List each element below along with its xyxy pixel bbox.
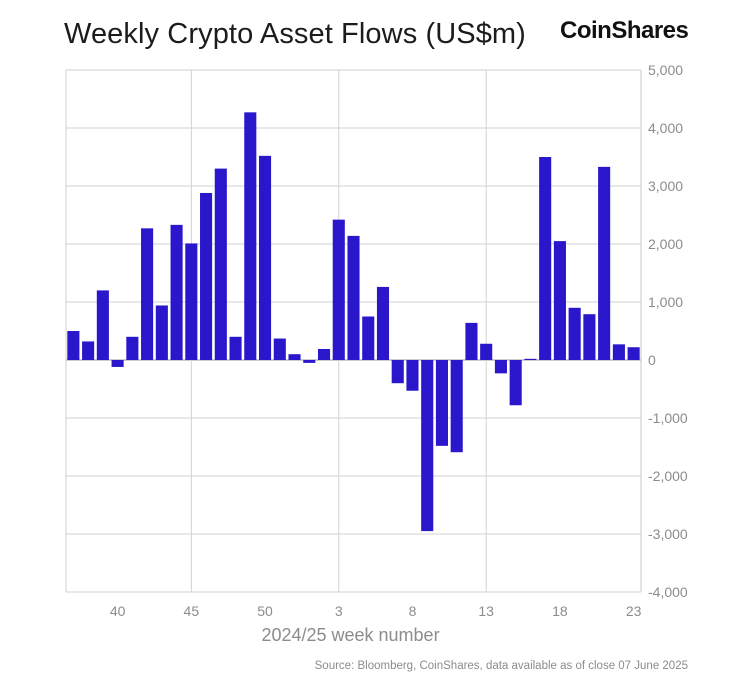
bar	[612, 344, 625, 360]
bar	[347, 235, 360, 360]
bar	[258, 155, 272, 360]
bar	[539, 157, 552, 360]
chart-title: Weekly Crypto Asset Flows (US$m)	[64, 18, 526, 50]
bar	[391, 360, 404, 384]
bar	[450, 360, 463, 453]
bar	[200, 192, 213, 360]
x-tick-label: 50	[257, 603, 273, 619]
bar	[524, 358, 537, 360]
bar	[185, 243, 198, 360]
bar-layer	[67, 112, 640, 532]
bar	[509, 360, 522, 406]
bar	[553, 241, 566, 360]
bar	[82, 341, 95, 360]
x-tick-label: 40	[110, 603, 126, 619]
y-tick-label: -1,000	[648, 410, 688, 426]
x-axis-ticks: 40 45 50 3 8 13 18 23	[110, 603, 642, 619]
bar	[317, 348, 331, 360]
bar	[303, 360, 316, 363]
bar	[170, 224, 183, 360]
bar	[568, 307, 581, 360]
y-tick-label: 2,000	[648, 236, 683, 252]
bar	[96, 290, 109, 360]
x-axis-label: 2024/25 week number	[261, 625, 439, 645]
x-tick-label: 45	[184, 603, 200, 619]
bar	[229, 336, 242, 360]
x-tick-label: 23	[626, 603, 642, 619]
bar	[421, 360, 434, 532]
bar	[465, 322, 478, 360]
bar	[435, 360, 449, 446]
bar	[376, 286, 390, 360]
bar	[67, 331, 80, 360]
bar	[480, 343, 493, 360]
y-tick-label: -4,000	[648, 584, 688, 600]
coinshares-logo: CoinShares	[560, 17, 689, 44]
bar	[111, 360, 124, 367]
source-note: Source: Bloomberg, CoinShares, data avai…	[314, 660, 688, 672]
bar	[627, 347, 640, 360]
x-tick-label: 3	[335, 603, 343, 619]
bar	[332, 219, 345, 360]
bar	[273, 338, 286, 360]
y-tick-label: -3,000	[648, 526, 688, 542]
bar	[155, 305, 168, 360]
bar	[141, 228, 154, 360]
x-tick-label: 8	[409, 603, 417, 619]
y-axis-ticks: 5,000 4,000 3,000 2,000 1,000 0 -1,000 -2,000 -3…	[648, 62, 688, 600]
bar	[362, 316, 375, 360]
bar	[598, 166, 611, 360]
y-tick-label: 1,000	[648, 294, 683, 310]
y-tick-label: 3,000	[648, 178, 683, 194]
x-tick-label: 18	[552, 603, 568, 619]
y-tick-label: 0	[648, 352, 656, 368]
bar	[214, 168, 227, 360]
bar	[494, 360, 507, 374]
bar	[126, 336, 139, 360]
bar	[288, 354, 301, 360]
bar	[406, 360, 419, 391]
y-tick-label: 4,000	[648, 120, 683, 136]
y-tick-label: 5,000	[648, 62, 683, 78]
x-tick-label: 13	[478, 603, 494, 619]
bar	[244, 112, 257, 360]
y-tick-label: -2,000	[648, 468, 688, 484]
bar	[583, 314, 596, 360]
